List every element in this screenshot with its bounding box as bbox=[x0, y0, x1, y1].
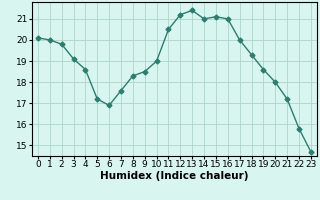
X-axis label: Humidex (Indice chaleur): Humidex (Indice chaleur) bbox=[100, 171, 249, 181]
